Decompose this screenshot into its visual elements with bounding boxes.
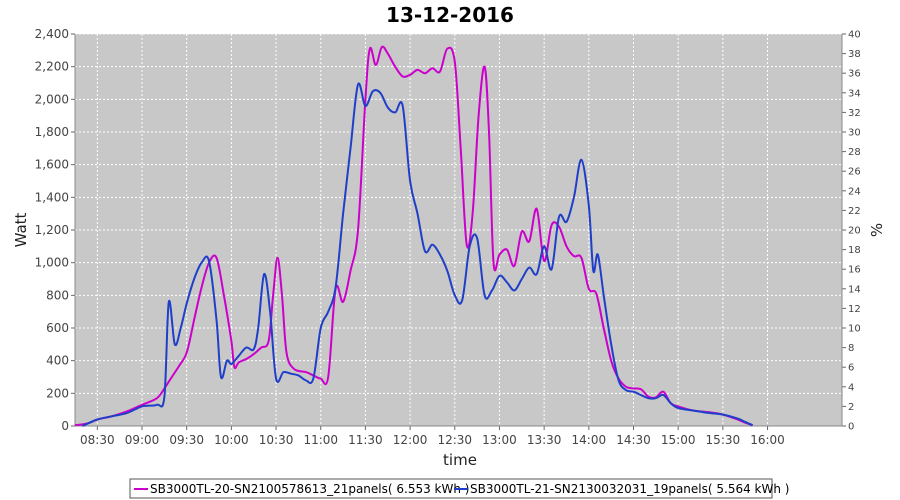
- chart-title: 13-12-2016: [386, 3, 514, 27]
- y2-tick-label: 16: [848, 265, 861, 276]
- legend-label-series-1: SB3000TL-20-SN2100578613_21panels( 6.553…: [150, 482, 469, 496]
- x-tick-label: 14:30: [616, 433, 651, 447]
- x-tick-label: 12:30: [437, 433, 472, 447]
- y-tick-label: 200: [46, 386, 69, 400]
- x-tick-label: 11:30: [348, 433, 383, 447]
- y-tick-label: 1,600: [35, 158, 69, 172]
- y-axis-label: Watt: [12, 212, 30, 247]
- plot-area: [75, 34, 842, 426]
- y-tick-label: 0: [61, 419, 69, 433]
- y2-tick-label: 24: [848, 186, 861, 197]
- series-line-2: [81, 82, 754, 427]
- legend-box: [129, 478, 773, 499]
- y2-tick-label: 8: [848, 343, 854, 354]
- x-tick-label: 10:30: [259, 433, 294, 447]
- legend-label-series-2: SB3000TL-21-SN2130032031_19panels( 5.564…: [470, 482, 789, 496]
- x-tick-label: 14:00: [572, 433, 607, 447]
- y-tick-label: 2,400: [35, 27, 69, 41]
- y-tick-label: 1,800: [35, 125, 69, 139]
- gridlines: [75, 33, 842, 427]
- y2-tick-label: 4: [848, 382, 854, 393]
- y2-tick-label: 22: [848, 206, 861, 217]
- x-tick-label: 08:30: [80, 433, 115, 447]
- y-tick-label: 1,000: [35, 256, 69, 270]
- series-line-1: [74, 45, 753, 427]
- y-tick-label: 2,200: [35, 60, 69, 74]
- y-tick-label: 400: [46, 354, 69, 368]
- x-tick-label: 15:30: [706, 433, 741, 447]
- y-tick-label: 1,200: [35, 223, 69, 237]
- y2-tick-label: 34: [848, 88, 861, 99]
- y2-tick-label: 0: [848, 422, 854, 433]
- y2-tick-label: 40: [848, 30, 861, 41]
- x-tick-label: 12:00: [393, 433, 428, 447]
- y-tick-label: 800: [46, 288, 69, 302]
- y-axis-left: 0 200 400 600 800 1,000 1,200 1,400 1,600 1,800 2,…: [35, 27, 76, 433]
- y2-tick-label: 28: [848, 147, 861, 158]
- y2-tick-label: 36: [848, 69, 861, 80]
- series-layer: [74, 45, 754, 427]
- y-tick-label: 2,000: [35, 92, 69, 106]
- x-tick-label: 13:30: [527, 433, 562, 447]
- y2-tick-label: 20: [848, 226, 861, 237]
- x-tick-label: 09:30: [169, 433, 204, 447]
- legend: SB3000TL-20-SN2100578613_21panels( 6.553…: [129, 478, 789, 499]
- y2-tick-label: 18: [848, 245, 861, 256]
- x-tick-label: 16:00: [750, 433, 785, 447]
- x-tick-label: 10:00: [214, 433, 249, 447]
- y-tick-label: 1,400: [35, 190, 69, 204]
- x-tick-label: 15:00: [661, 433, 696, 447]
- y2-tick-label: 14: [848, 284, 861, 295]
- y2-axis-label: %: [868, 223, 886, 237]
- x-axis: 08:30 09:00 09:30 10:00 10:30 11:00 11:30 12:00…: [75, 425, 842, 447]
- x-tick-label: 09:00: [125, 433, 160, 447]
- x-axis-label: time: [443, 451, 477, 469]
- x-tick-label: 11:00: [303, 433, 338, 447]
- y-tick-label: 600: [46, 321, 69, 335]
- y2-tick-label: 6: [848, 363, 854, 374]
- y2-tick-label: 2: [848, 402, 854, 413]
- y2-tick-label: 10: [848, 324, 861, 335]
- y2-tick-label: 12: [848, 304, 861, 315]
- x-tick-label: 13:00: [482, 433, 517, 447]
- y2-tick-label: 30: [848, 128, 861, 139]
- y2-tick-label: 26: [848, 167, 861, 178]
- y2-tick-label: 38: [848, 49, 861, 60]
- y2-tick-label: 32: [848, 108, 861, 119]
